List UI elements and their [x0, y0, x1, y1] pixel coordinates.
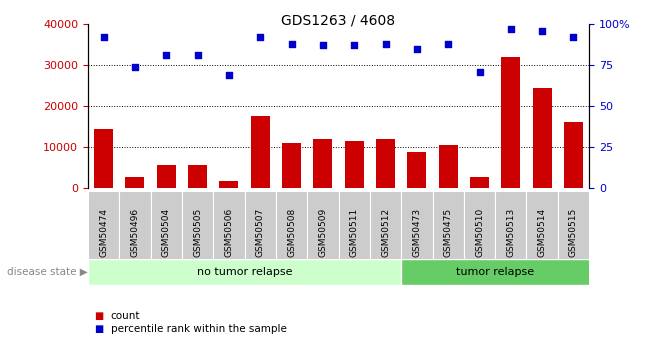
- Text: GSM50474: GSM50474: [99, 208, 108, 257]
- Text: GSM50475: GSM50475: [444, 208, 452, 257]
- Bar: [495, 191, 527, 260]
- Bar: [282, 143, 301, 188]
- Bar: [401, 259, 605, 285]
- Text: percentile rank within the sample: percentile rank within the sample: [111, 325, 286, 334]
- Bar: [501, 57, 520, 188]
- Point: [537, 28, 547, 33]
- Point: [568, 34, 579, 40]
- Text: GSM50512: GSM50512: [381, 208, 390, 257]
- Bar: [432, 191, 464, 260]
- Text: GSM50496: GSM50496: [130, 208, 139, 257]
- Point: [98, 34, 109, 40]
- Text: GSM50511: GSM50511: [350, 208, 359, 257]
- Text: GSM50515: GSM50515: [569, 208, 578, 257]
- Point: [506, 26, 516, 32]
- Point: [380, 41, 391, 47]
- Bar: [527, 191, 558, 260]
- Point: [318, 43, 328, 48]
- Point: [224, 72, 234, 78]
- Text: GSM50513: GSM50513: [506, 208, 516, 257]
- Text: GSM50507: GSM50507: [256, 208, 265, 257]
- Text: GDS1263 / 4608: GDS1263 / 4608: [281, 14, 396, 28]
- Text: GSM50510: GSM50510: [475, 208, 484, 257]
- Bar: [182, 191, 214, 260]
- Text: ■: ■: [94, 311, 104, 321]
- Bar: [126, 177, 145, 188]
- Bar: [88, 191, 119, 260]
- Point: [161, 52, 171, 58]
- Bar: [314, 139, 332, 188]
- Point: [192, 52, 202, 58]
- Bar: [251, 116, 270, 188]
- Bar: [119, 191, 150, 260]
- Point: [130, 64, 140, 69]
- Bar: [470, 177, 489, 188]
- Bar: [558, 191, 589, 260]
- Text: ■: ■: [94, 325, 104, 334]
- Bar: [339, 191, 370, 260]
- Bar: [370, 191, 401, 260]
- Bar: [245, 191, 276, 260]
- Text: GSM50514: GSM50514: [538, 208, 547, 257]
- Text: disease state ▶: disease state ▶: [7, 267, 87, 277]
- Text: tumor relapse: tumor relapse: [456, 267, 534, 277]
- Bar: [307, 191, 339, 260]
- Bar: [401, 191, 432, 260]
- Bar: [345, 141, 364, 188]
- Point: [286, 41, 297, 47]
- Text: GSM50473: GSM50473: [412, 208, 421, 257]
- Text: count: count: [111, 311, 140, 321]
- Bar: [150, 191, 182, 260]
- Text: GSM50504: GSM50504: [161, 208, 171, 257]
- Bar: [219, 181, 238, 188]
- Bar: [94, 129, 113, 188]
- Point: [443, 41, 453, 47]
- Text: GSM50508: GSM50508: [287, 208, 296, 257]
- Bar: [376, 139, 395, 188]
- Point: [411, 46, 422, 51]
- Bar: [276, 191, 307, 260]
- Text: GSM50505: GSM50505: [193, 208, 202, 257]
- Bar: [88, 259, 401, 285]
- Text: no tumor relapse: no tumor relapse: [197, 267, 292, 277]
- Bar: [564, 122, 583, 188]
- Bar: [533, 88, 551, 188]
- Bar: [157, 165, 176, 188]
- Point: [475, 69, 485, 75]
- Text: GSM50506: GSM50506: [225, 208, 233, 257]
- Bar: [464, 191, 495, 260]
- Text: GSM50509: GSM50509: [318, 208, 327, 257]
- Point: [255, 34, 266, 40]
- Bar: [439, 145, 458, 188]
- Point: [349, 43, 359, 48]
- Bar: [408, 152, 426, 188]
- Bar: [213, 191, 245, 260]
- Bar: [188, 165, 207, 188]
